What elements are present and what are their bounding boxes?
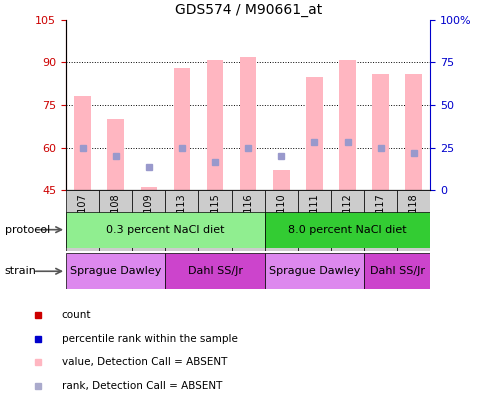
- Bar: [140, 187, 157, 190]
- Text: GSM9115: GSM9115: [210, 193, 220, 240]
- FancyBboxPatch shape: [99, 190, 132, 251]
- FancyBboxPatch shape: [297, 190, 330, 251]
- Text: count: count: [61, 310, 91, 320]
- Text: GSM9110: GSM9110: [276, 193, 285, 240]
- Text: 0.3 percent NaCl diet: 0.3 percent NaCl diet: [106, 225, 224, 235]
- FancyBboxPatch shape: [364, 190, 396, 251]
- Bar: [240, 57, 256, 190]
- Text: rank, Detection Call = ABSENT: rank, Detection Call = ABSENT: [61, 381, 222, 391]
- Text: GSM9107: GSM9107: [78, 193, 87, 240]
- Text: Dahl SS/Jr: Dahl SS/Jr: [187, 266, 242, 276]
- Text: GSM9109: GSM9109: [143, 193, 154, 240]
- Bar: [272, 170, 289, 190]
- Bar: [405, 74, 421, 190]
- Text: GSM9116: GSM9116: [243, 193, 253, 240]
- FancyBboxPatch shape: [330, 190, 364, 251]
- Text: GSM9112: GSM9112: [342, 193, 352, 240]
- Text: GSM9108: GSM9108: [110, 193, 121, 240]
- Bar: [107, 119, 124, 190]
- Bar: [339, 59, 355, 190]
- Bar: [74, 96, 91, 190]
- Bar: [173, 68, 190, 190]
- Text: Sprague Dawley: Sprague Dawley: [268, 266, 359, 276]
- FancyBboxPatch shape: [165, 190, 198, 251]
- Text: strain: strain: [5, 266, 37, 276]
- Text: protocol: protocol: [5, 225, 50, 235]
- FancyBboxPatch shape: [198, 190, 231, 251]
- FancyBboxPatch shape: [264, 212, 429, 248]
- FancyBboxPatch shape: [396, 190, 429, 251]
- FancyBboxPatch shape: [231, 190, 264, 251]
- FancyBboxPatch shape: [66, 253, 165, 289]
- Text: GSM9113: GSM9113: [177, 193, 186, 240]
- Text: GSM9117: GSM9117: [375, 193, 385, 240]
- FancyBboxPatch shape: [165, 253, 264, 289]
- FancyBboxPatch shape: [66, 212, 264, 248]
- Text: 8.0 percent NaCl diet: 8.0 percent NaCl diet: [287, 225, 406, 235]
- Bar: [305, 76, 322, 190]
- Bar: [206, 59, 223, 190]
- FancyBboxPatch shape: [264, 190, 297, 251]
- Text: Sprague Dawley: Sprague Dawley: [70, 266, 161, 276]
- Text: GSM9118: GSM9118: [408, 193, 418, 240]
- Text: GSM9111: GSM9111: [309, 193, 319, 240]
- Title: GDS574 / M90661_at: GDS574 / M90661_at: [174, 4, 321, 17]
- FancyBboxPatch shape: [264, 253, 364, 289]
- Text: value, Detection Call = ABSENT: value, Detection Call = ABSENT: [61, 357, 227, 367]
- FancyBboxPatch shape: [66, 190, 99, 251]
- FancyBboxPatch shape: [364, 253, 429, 289]
- FancyBboxPatch shape: [132, 190, 165, 251]
- Text: percentile rank within the sample: percentile rank within the sample: [61, 333, 237, 344]
- Text: Dahl SS/Jr: Dahl SS/Jr: [369, 266, 424, 276]
- Bar: [371, 74, 388, 190]
